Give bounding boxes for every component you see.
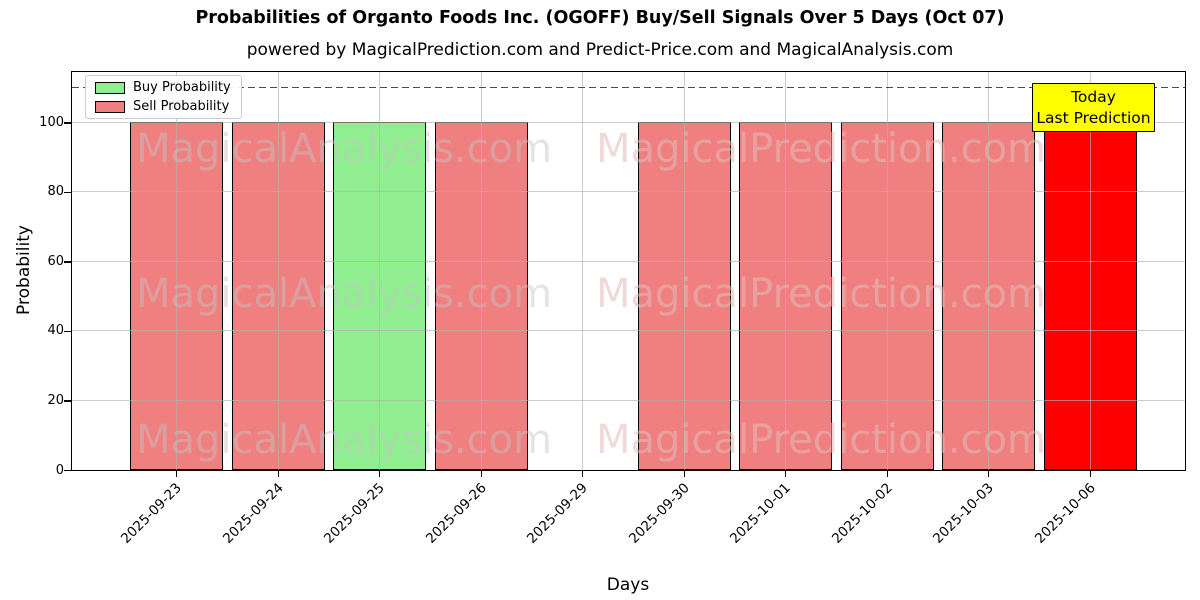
y-tick-label-80: 80: [47, 184, 64, 200]
x-tick-label-2025-10-03: 2025-10-03: [930, 480, 998, 547]
watermark-prediction: MagicalPrediction.com: [596, 271, 1046, 317]
gridline-y-100: [72, 121, 1185, 123]
x-tick-mark-2025-09-30: [683, 471, 685, 477]
legend-item-sell: Sell Probability: [86, 99, 241, 114]
watermark-analysis: MagicalAnalysis.com: [135, 126, 553, 172]
x-tick-label-2025-10-02: 2025-10-02: [828, 480, 896, 547]
gridline-x-2025-09-26: [480, 72, 482, 470]
chart-subtitle: powered by MagicalPrediction.com and Pre…: [246, 40, 954, 60]
x-tick-label-2025-09-29: 2025-09-29: [524, 480, 592, 547]
today-threshold-dashed-line: [72, 86, 1185, 89]
gridline-x-2025-10-01: [785, 72, 787, 470]
x-tick-label-2025-10-06: 2025-10-06: [1031, 480, 1099, 547]
x-axis-label: Days: [606, 575, 650, 595]
x-tick-label-2025-09-25: 2025-09-25: [321, 480, 389, 547]
legend-box: Buy Probability Sell Probability: [85, 75, 242, 119]
x-tick-label-2025-09-30: 2025-09-30: [625, 480, 693, 547]
gridline-y-60: [72, 260, 1185, 262]
y-tick-mark-80: [64, 191, 71, 194]
y-tick-mark-20: [64, 400, 71, 402]
x-tick-mark-2025-09-29: [582, 471, 584, 477]
x-tick-mark-2025-09-23: [176, 471, 178, 477]
y-tick-label-0: 0: [55, 462, 64, 478]
today-annotation-box: Today Last Prediction: [1032, 83, 1155, 132]
legend-item-buy: Buy Probability: [86, 80, 241, 95]
y-tick-mark-0: [64, 470, 71, 472]
buy-color-swatch: [95, 81, 125, 94]
y-tick-label-20: 20: [47, 392, 64, 408]
x-tick-mark-2025-09-25: [379, 471, 381, 477]
x-tick-mark-2025-10-01: [785, 471, 787, 477]
legend-label-buy: Buy Probability: [133, 80, 231, 95]
y-tick-mark-100: [64, 122, 71, 124]
y-axis-label: Probability: [14, 225, 34, 315]
x-tick-mark-2025-10-06: [1089, 471, 1091, 477]
y-tick-label-40: 40: [47, 323, 64, 339]
x-tick-label-2025-09-23: 2025-09-23: [118, 480, 186, 547]
y-tick-mark-60: [64, 261, 71, 263]
gridline-x-2025-09-29: [582, 72, 584, 470]
gridline-y-80: [72, 191, 1185, 193]
x-tick-label-2025-09-24: 2025-09-24: [219, 480, 287, 547]
x-tick-mark-2025-09-26: [480, 471, 482, 477]
gridline-y-40: [72, 330, 1185, 332]
x-tick-label-2025-09-26: 2025-09-26: [422, 480, 490, 547]
watermark-analysis: MagicalAnalysis.com: [135, 271, 553, 317]
x-tick-mark-2025-09-24: [277, 471, 279, 477]
annotation-line-last-prediction: Last Prediction: [1036, 108, 1151, 127]
y-tick-label-60: 60: [47, 253, 64, 269]
y-tick-label-100: 100: [39, 114, 64, 130]
gridline-y-20: [72, 399, 1185, 401]
x-tick-mark-2025-10-03: [988, 471, 990, 477]
chart-title: Probabilities of Organto Foods Inc. (OGO…: [195, 8, 1005, 28]
plot-area: MagicalAnalysis.com MagicalPrediction.co…: [71, 71, 1186, 471]
x-tick-mark-2025-10-02: [886, 471, 888, 477]
legend-label-sell: Sell Probability: [133, 99, 230, 114]
y-tick-mark-40: [64, 330, 71, 333]
gridline-x-2025-10-03: [988, 72, 990, 470]
gridline-x-2025-10-02: [886, 72, 888, 470]
gridline-x-2025-10-06: [1089, 72, 1091, 470]
gridline-x-2025-09-25: [379, 72, 381, 470]
gridline-x-2025-09-23: [176, 72, 178, 470]
watermark-analysis: MagicalAnalysis.com: [135, 417, 553, 463]
watermark-prediction: MagicalPrediction.com: [596, 126, 1046, 172]
gridline-x-2025-09-24: [277, 72, 279, 470]
annotation-line-today: Today: [1071, 87, 1116, 106]
sell-color-swatch: [95, 100, 125, 113]
watermark-prediction: MagicalPrediction.com: [596, 417, 1046, 463]
x-tick-label-2025-10-01: 2025-10-01: [727, 480, 795, 547]
gridline-x-2025-09-30: [683, 72, 685, 470]
